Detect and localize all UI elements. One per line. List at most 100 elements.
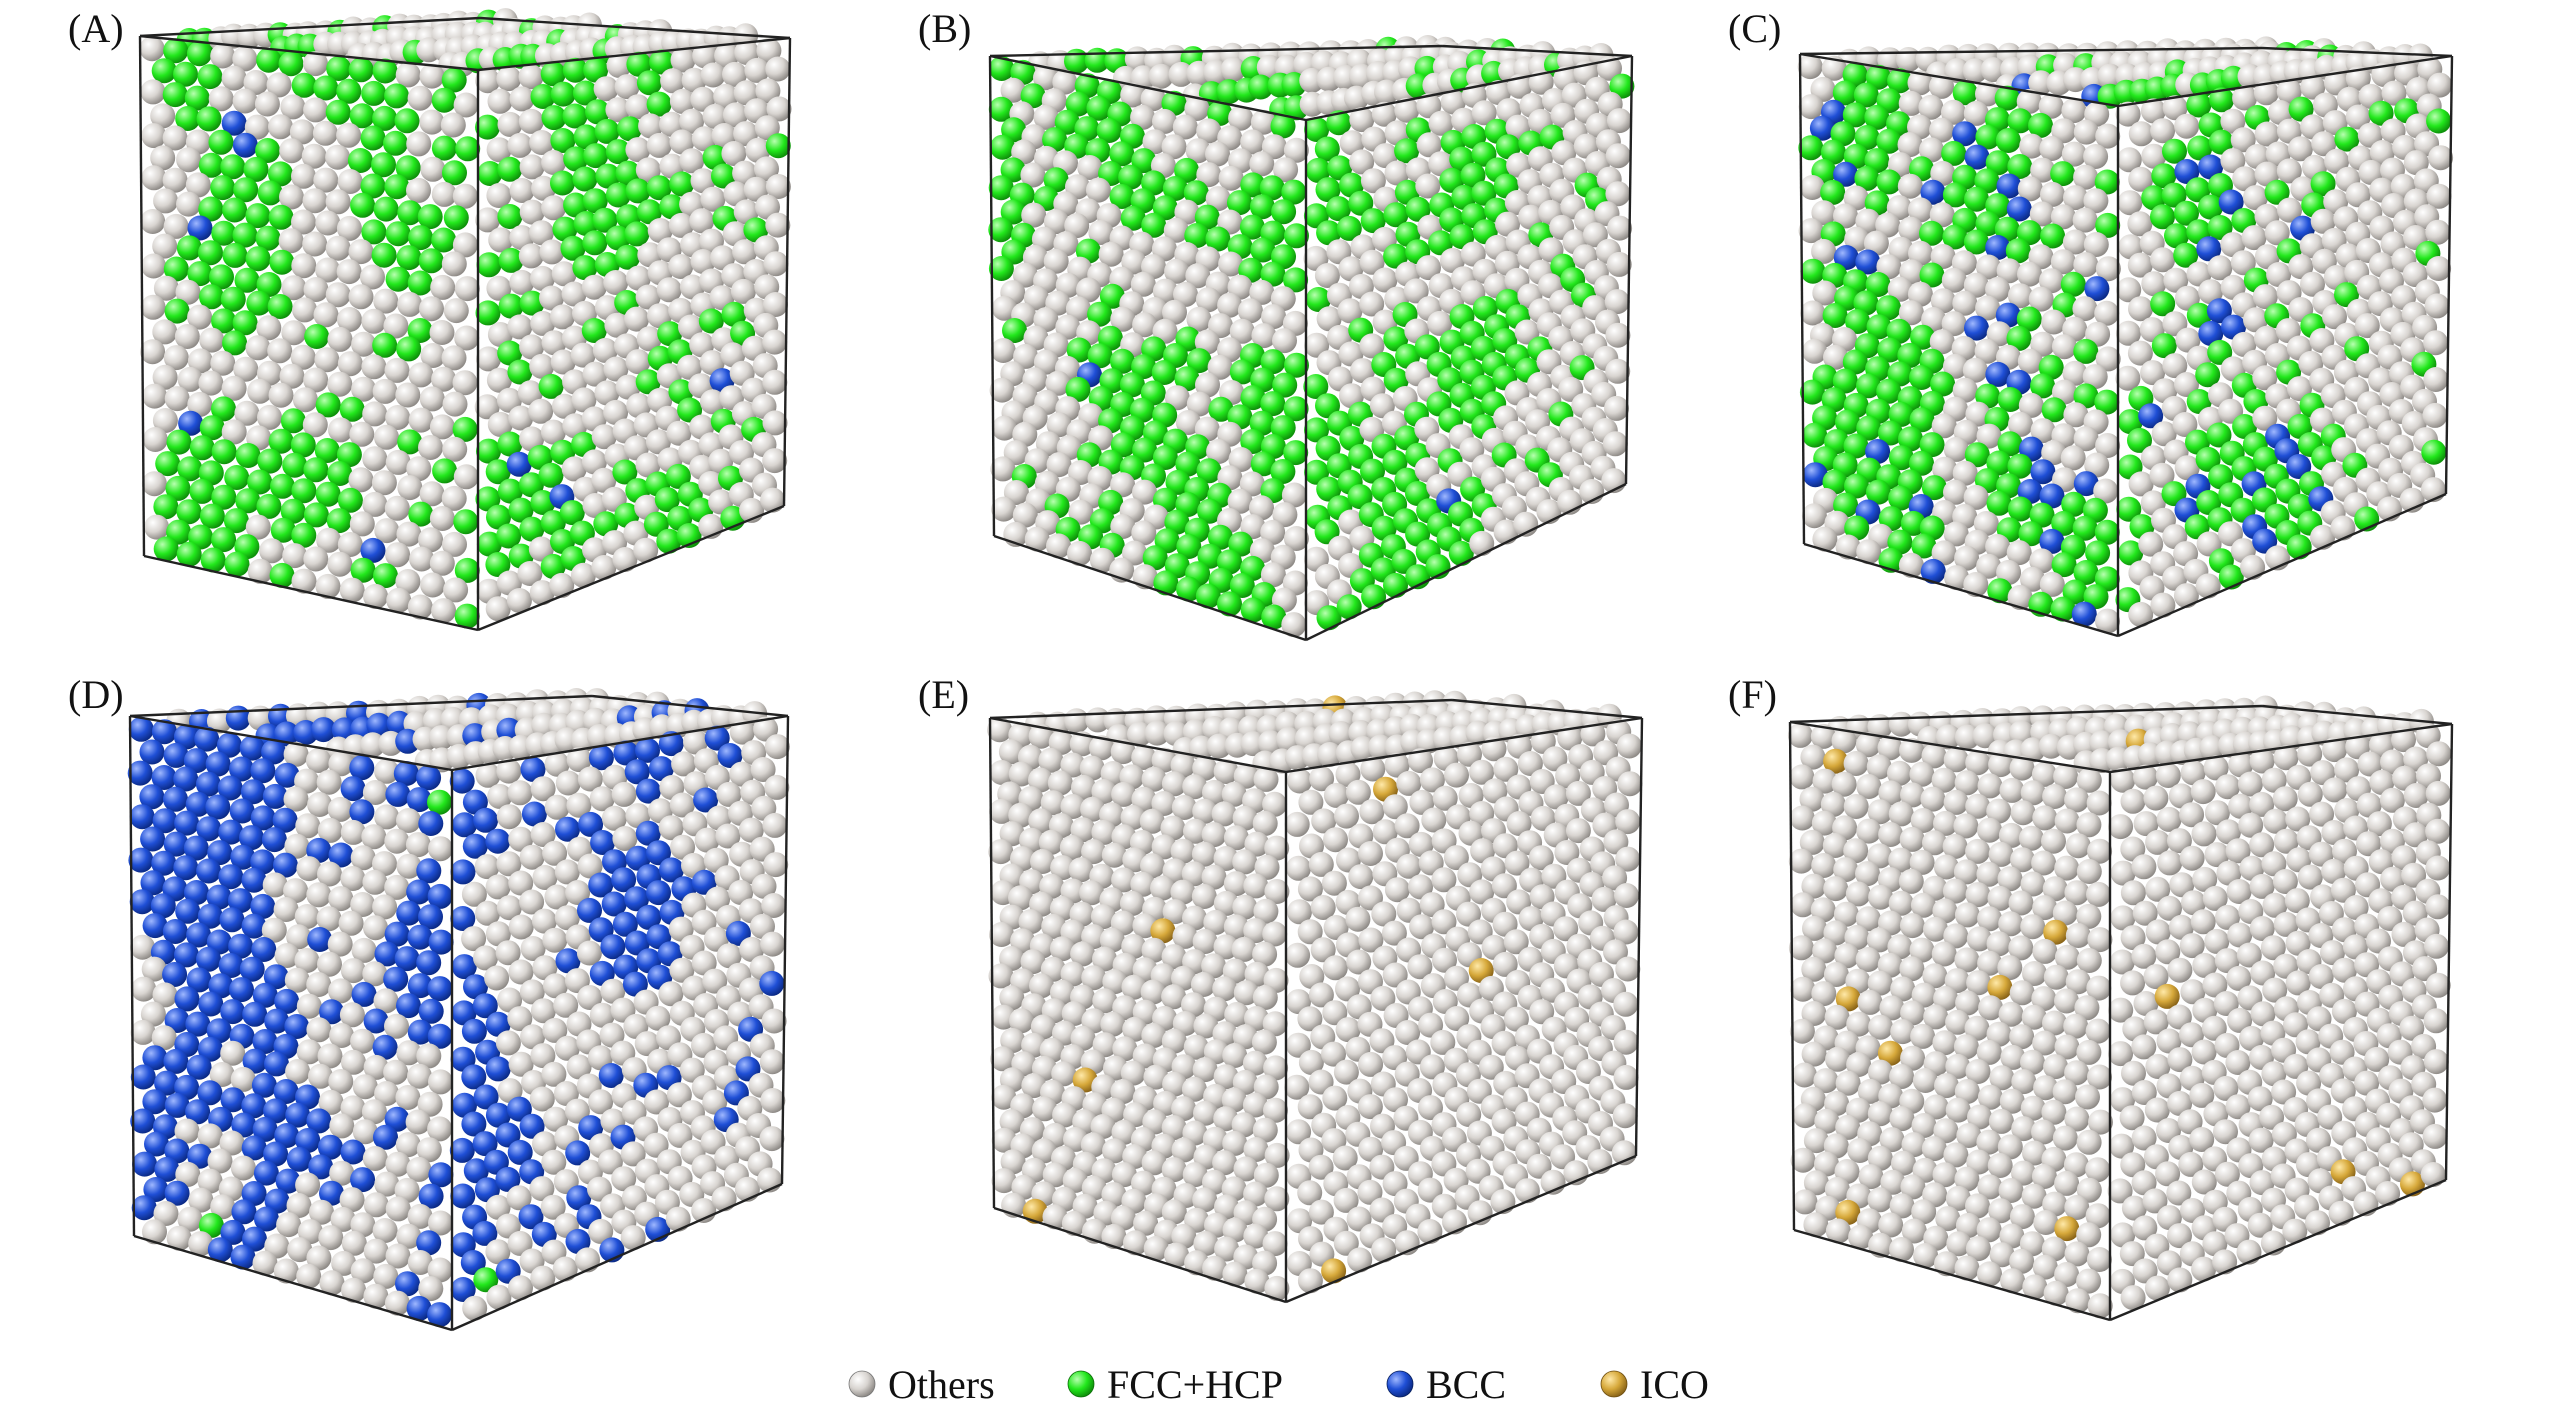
atom-fcc-hcp (326, 508, 352, 534)
atom-others (175, 279, 201, 305)
atom-bcc (273, 1079, 299, 1104)
atom-bcc (239, 825, 264, 851)
atom-others (2426, 741, 2452, 767)
atom-others (2218, 521, 2243, 547)
atom-fcc-hcp (988, 175, 1014, 201)
atom-fcc-hcp (657, 321, 683, 347)
atom-others (738, 817, 764, 843)
atom-others (360, 264, 385, 290)
atom-others (303, 367, 329, 393)
atom-fcc-hcp (665, 463, 691, 489)
box-edge (139, 16, 481, 38)
atom-bcc (520, 756, 546, 782)
atom-fcc-hcp (418, 248, 444, 274)
atom-fcc-hcp (1832, 80, 1858, 106)
atom-others (2073, 119, 2099, 145)
atom-fcc-hcp (572, 255, 598, 281)
atom-others (2018, 392, 2044, 418)
atom-bcc (174, 810, 200, 836)
atom-bcc (250, 805, 276, 831)
atom-fcc-hcp (1985, 150, 2011, 176)
atom-others (529, 580, 555, 606)
atom-others (530, 310, 556, 336)
atom-others (1988, 1108, 2014, 1134)
atom-others (1943, 521, 1969, 547)
atom-others (1164, 258, 1190, 284)
atom-others (141, 471, 167, 497)
atom-bcc (219, 907, 245, 933)
atom-bcc (239, 735, 265, 761)
atom-others (761, 1008, 787, 1034)
atom-others (2082, 364, 2108, 390)
atom-fcc-hcp (1361, 584, 1387, 610)
atom-bcc (151, 719, 177, 745)
atom-fcc-hcp (397, 429, 423, 455)
atom-fcc-hcp (476, 252, 502, 278)
atom-others (352, 1119, 378, 1145)
atom-others (475, 762, 501, 788)
atom-others (625, 94, 651, 120)
atom-others (295, 813, 321, 839)
atom-fcc-hcp (1217, 591, 1242, 617)
atom-others (474, 854, 500, 880)
atom-others (372, 378, 398, 404)
atom-others (528, 398, 554, 424)
atom-fcc-hcp (530, 490, 556, 515)
atom-fcc-hcp (562, 103, 588, 129)
atom-others (441, 251, 467, 277)
atom-fcc-hcp (2174, 200, 2199, 226)
atom-others (700, 62, 726, 88)
atom-others (1249, 151, 1275, 177)
atom-fcc-hcp (211, 396, 236, 422)
atom-bcc (317, 1134, 343, 1160)
atom-bcc (184, 880, 209, 905)
atom-others (671, 751, 697, 777)
atom-bcc (230, 1244, 256, 1270)
atom-fcc-hcp (396, 336, 422, 362)
atom-bcc (164, 1008, 190, 1033)
atom-others (363, 1192, 389, 1218)
atom-others (576, 940, 602, 966)
atom-others (1024, 526, 1050, 552)
atom-fcc-hcp (1260, 391, 1286, 417)
atom-others (306, 882, 332, 908)
atom-fcc-hcp (1865, 272, 1891, 297)
atom-others (486, 275, 512, 301)
atom-others (418, 1276, 444, 1302)
atom-fcc-hcp (497, 156, 523, 182)
atom-others (208, 86, 234, 112)
atom-others (539, 285, 564, 311)
atom-fcc-hcp (519, 516, 545, 542)
atom-fcc-hcp (2127, 427, 2152, 453)
atom-fcc-hcp (198, 460, 224, 486)
atom-others (361, 354, 387, 380)
legend-swatch-bcc (1386, 1370, 1414, 1398)
atom-fcc-hcp (197, 64, 223, 90)
atom-bcc (598, 1063, 624, 1088)
atom-others (351, 376, 377, 402)
atom-fcc-hcp (269, 249, 295, 275)
atom-fcc-hcp (473, 1267, 499, 1293)
atom-others (163, 213, 189, 239)
atom-fcc-hcp (1281, 179, 1307, 205)
legend-label-bcc: BCC (1426, 1362, 1506, 1407)
atom-others (1615, 956, 1641, 982)
atom-others (2425, 972, 2451, 998)
atom-others (1962, 357, 1988, 383)
atom-others (554, 859, 580, 885)
atom-fcc-hcp (325, 99, 351, 125)
atom-others (660, 68, 686, 94)
atom-others (2230, 250, 2256, 276)
atom-others (2093, 478, 2119, 504)
atom-fcc-hcp (198, 152, 224, 178)
atom-fcc-hcp (1142, 545, 1168, 571)
atom-others (1403, 278, 1429, 304)
atom-others (755, 78, 781, 104)
atom-others (593, 76, 619, 102)
atom-others (363, 583, 389, 609)
atom-others (2009, 980, 2035, 1006)
atom-others (291, 253, 317, 279)
atom-bcc (154, 1070, 180, 1096)
atom-others (1043, 209, 1069, 235)
atom-bcc (185, 791, 211, 817)
